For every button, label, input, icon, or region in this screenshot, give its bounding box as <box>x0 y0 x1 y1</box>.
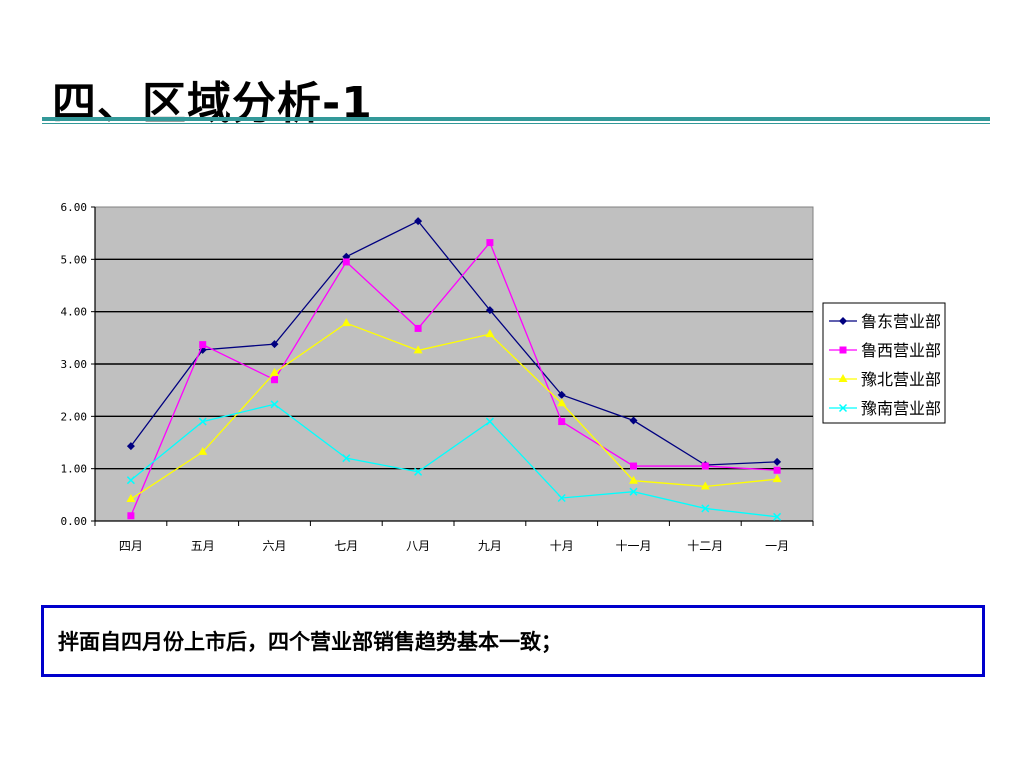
title-underline-thick <box>42 117 990 121</box>
data-point <box>342 454 351 463</box>
legend-marker <box>839 346 847 354</box>
data-point <box>773 512 782 521</box>
data-point <box>270 367 279 376</box>
series-line <box>130 220 778 466</box>
x-tick-label: 八月 <box>406 539 430 553</box>
legend-marker <box>839 317 847 325</box>
x-tick-label: 九月 <box>478 539 502 553</box>
data-point <box>701 504 710 513</box>
y-tick-label: 0.00 <box>61 515 88 528</box>
legend-label: 鲁西营业部 <box>861 341 941 360</box>
data-point <box>127 512 135 520</box>
legend-item: 豫南营业部 <box>829 399 941 418</box>
data-point <box>198 446 208 455</box>
data-point <box>126 494 136 503</box>
data-point <box>773 466 781 474</box>
data-point <box>485 329 495 338</box>
y-tick-label: 5.00 <box>61 253 88 266</box>
y-tick-label: 3.00 <box>61 358 88 371</box>
data-point <box>557 398 567 407</box>
x-tick-label: 六月 <box>262 539 286 553</box>
summary-text: 拌面自四月份上市后，四个营业部销售趋势基本一致； <box>58 629 562 654</box>
data-point <box>485 306 494 315</box>
x-tick-label: 五月 <box>191 539 215 553</box>
data-point <box>271 376 278 384</box>
data-point <box>126 442 135 451</box>
data-point <box>199 341 207 349</box>
legend-marker <box>838 403 848 413</box>
title-underline-thin <box>42 123 990 124</box>
y-tick-label: 4.00 <box>61 306 88 319</box>
data-point <box>270 400 279 409</box>
series-line <box>130 241 778 517</box>
data-point <box>270 340 279 349</box>
x-tick-label: 一月 <box>765 539 789 553</box>
data-point <box>486 239 494 247</box>
data-point <box>198 417 207 426</box>
data-point <box>700 481 710 490</box>
legend-label: 鲁东营业部 <box>861 312 941 331</box>
data-point <box>557 390 566 399</box>
data-point <box>629 416 638 425</box>
data-point <box>701 462 709 470</box>
x-tick-label: 四月 <box>119 539 143 553</box>
data-point <box>557 493 566 503</box>
legend-label: 豫北营业部 <box>861 370 941 389</box>
data-point <box>772 474 782 483</box>
data-point <box>414 217 423 226</box>
legend-item: 豫北营业部 <box>829 370 941 389</box>
summary-box: 拌面自四月份上市后，四个营业部销售趋势基本一致； <box>41 605 985 677</box>
data-point <box>414 467 423 476</box>
series-4 <box>126 400 782 521</box>
data-point <box>485 417 494 426</box>
data-point <box>629 475 638 484</box>
data-point <box>413 345 423 354</box>
legend-item: 鲁东营业部 <box>829 312 941 331</box>
series-2 <box>127 239 781 520</box>
x-tick-label: 十一月 <box>615 539 651 553</box>
x-tick-label: 十二月 <box>687 539 723 553</box>
data-point <box>126 476 135 485</box>
data-point <box>630 462 637 470</box>
legend-label: 豫南营业部 <box>861 399 941 418</box>
y-tick-label: 1.00 <box>61 463 88 476</box>
data-point <box>341 318 351 327</box>
data-point <box>342 258 350 266</box>
line-chart: 0.00 1.00 2.00 3.00 4.00 5.00 6.00 四月 五月 六月 七月 八月 九月… <box>61 201 946 553</box>
x-tick-label: 十月 <box>550 539 574 553</box>
data-point <box>558 418 566 426</box>
data-point <box>629 487 638 496</box>
data-point <box>773 457 782 466</box>
legend-marker <box>838 374 848 382</box>
data-point <box>414 324 422 332</box>
y-tick-label: 6.00 <box>61 201 88 214</box>
x-tick-label: 七月 <box>334 539 358 553</box>
series-line <box>130 403 778 518</box>
legend-item: 鲁西营业部 <box>829 341 941 360</box>
y-tick-label: 2.00 <box>61 410 88 423</box>
